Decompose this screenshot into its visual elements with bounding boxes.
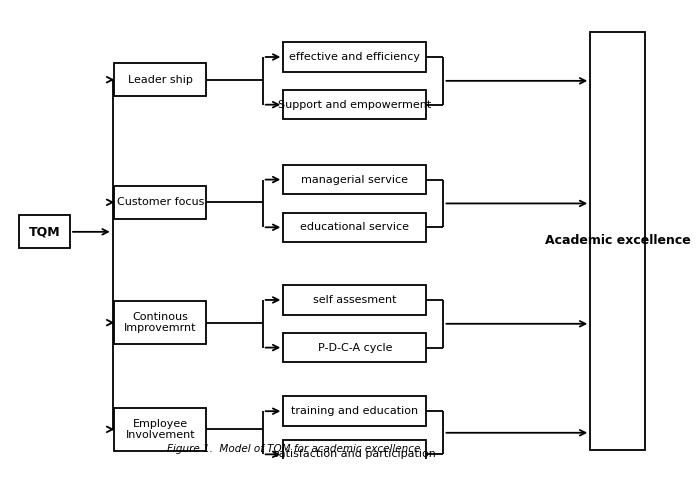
FancyBboxPatch shape	[283, 90, 427, 120]
Text: TQM: TQM	[29, 225, 61, 239]
Text: Leader ship: Leader ship	[128, 75, 193, 85]
FancyBboxPatch shape	[114, 186, 207, 218]
Text: Continous
Improvemrnt: Continous Improvemrnt	[124, 312, 197, 334]
FancyBboxPatch shape	[283, 42, 427, 72]
Text: satisfaction and participation: satisfaction and participation	[274, 449, 436, 459]
Text: effective and efficiency: effective and efficiency	[290, 52, 420, 62]
Text: self assesment: self assesment	[313, 295, 397, 305]
Text: Employee
Involvement: Employee Involvement	[125, 419, 196, 440]
FancyBboxPatch shape	[114, 408, 207, 451]
FancyBboxPatch shape	[590, 32, 644, 450]
FancyBboxPatch shape	[283, 213, 427, 242]
Text: Support and empowerment: Support and empowerment	[278, 100, 432, 109]
FancyBboxPatch shape	[283, 285, 427, 315]
FancyBboxPatch shape	[114, 64, 207, 96]
FancyBboxPatch shape	[283, 440, 427, 469]
FancyBboxPatch shape	[283, 165, 427, 195]
Text: managerial service: managerial service	[301, 174, 409, 185]
Text: training and education: training and education	[291, 406, 418, 416]
Text: Academic excellence: Academic excellence	[544, 234, 690, 248]
FancyBboxPatch shape	[114, 301, 207, 344]
Text: P-D-C-A cycle: P-D-C-A cycle	[317, 343, 392, 353]
FancyBboxPatch shape	[283, 333, 427, 362]
Text: educational service: educational service	[300, 222, 409, 232]
Text: Customer focus: Customer focus	[117, 197, 204, 207]
Text: Figure 1.  Model of TQM for academic excellence: Figure 1. Model of TQM for academic exce…	[167, 445, 420, 454]
FancyBboxPatch shape	[283, 396, 427, 426]
FancyBboxPatch shape	[19, 216, 70, 248]
